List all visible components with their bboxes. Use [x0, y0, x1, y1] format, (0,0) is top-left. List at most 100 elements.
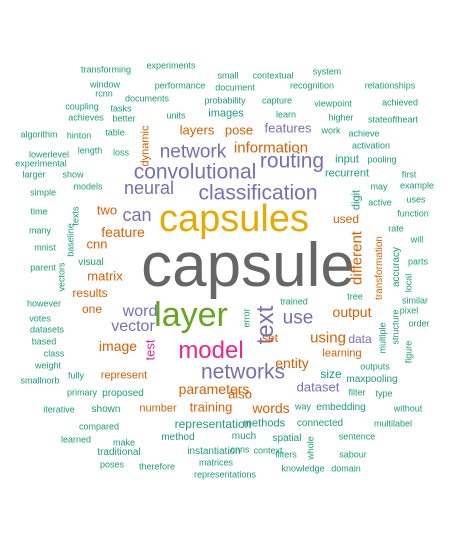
word-viewpoint: viewpoint	[314, 98, 352, 109]
word-trained: trained	[280, 296, 308, 307]
word-show: show	[62, 169, 84, 180]
word-spatial: spatial	[272, 433, 302, 444]
word-achieved: achieved	[381, 97, 419, 108]
word-simple: simple	[29, 187, 57, 198]
word-filter: filter	[348, 387, 366, 398]
word-data: data	[348, 332, 372, 346]
word-lowerlevel: lowerlevel	[28, 149, 70, 160]
word-type: type	[375, 388, 393, 399]
word-similar: similar	[402, 295, 428, 306]
word-vectors: vectors	[56, 262, 67, 292]
word-rate: rate	[388, 223, 404, 234]
word-system: system	[312, 66, 342, 77]
word-fully: fully	[67, 370, 85, 381]
word-networks: networks	[200, 360, 286, 384]
word-digit: digit	[350, 189, 363, 211]
word-words: words	[252, 400, 290, 416]
word-figure: figure	[403, 340, 414, 364]
word-recognition: recognition	[289, 80, 335, 91]
word-performance: performance	[154, 80, 206, 91]
word-size: size	[320, 367, 342, 381]
word-transforming: transforming	[80, 64, 132, 75]
word-votes: votes	[29, 313, 51, 324]
word-two: two	[96, 202, 118, 218]
word-neural: neural	[123, 178, 175, 198]
word-example: example	[399, 180, 435, 191]
word-representation: representation	[174, 417, 252, 431]
word-models: models	[73, 181, 103, 192]
word-sabour: sabour	[339, 449, 367, 460]
word-layers: layers	[179, 122, 215, 138]
word-table: table	[105, 127, 125, 138]
word-much: much	[231, 431, 257, 442]
word-function: function	[397, 208, 429, 219]
word-smallnorb: smallnorb	[20, 375, 60, 386]
word-iterative: iterative	[43, 404, 75, 415]
word-number: number	[139, 402, 177, 415]
word-tasks: tasks	[110, 103, 132, 114]
word-based: based	[31, 336, 57, 347]
word-compared: compared	[78, 421, 120, 432]
word-using: using	[310, 329, 346, 347]
word-loss: loss	[112, 147, 130, 158]
word-images: images	[208, 107, 244, 120]
word-will: will	[410, 234, 424, 245]
word-make: make	[112, 437, 136, 448]
word-class: class	[43, 348, 65, 359]
word-length: length	[77, 145, 103, 156]
word-connected: connected	[296, 418, 344, 429]
word-parameters: parameters	[178, 381, 250, 397]
word-test: test	[142, 339, 158, 361]
word-matrix: matrix	[87, 268, 123, 284]
word-accuracy: accuracy	[391, 246, 402, 288]
word-filters: filters	[275, 449, 297, 460]
word-dynamic: dynamic	[139, 125, 152, 167]
word-classification: classification	[198, 181, 318, 205]
word-convolutional: convolutional	[133, 160, 257, 184]
word-routing: routing	[259, 149, 325, 173]
word-pixel: pixel	[399, 305, 419, 316]
word-parts: parts	[407, 256, 429, 267]
word-input: input	[335, 153, 359, 166]
word-algorithm: algorithm	[20, 129, 58, 140]
word-time: time	[30, 206, 48, 217]
word-representations: representations	[193, 469, 257, 480]
word-learn: learn	[275, 109, 297, 120]
word-can: can	[122, 205, 152, 225]
word-matrices: matrices	[198, 457, 234, 468]
word-small: small	[217, 70, 239, 81]
word-capture: capture	[261, 95, 293, 106]
word-way: way	[294, 401, 312, 412]
word-hinton: hinton	[66, 130, 92, 141]
word-outputs: outputs	[360, 361, 390, 372]
word-whole: whole	[305, 436, 316, 460]
word-document: document	[215, 82, 255, 93]
word-training: training	[189, 399, 233, 415]
word-primary: primary	[66, 387, 98, 398]
word-many: many	[28, 225, 52, 236]
word-achieves: achieves	[68, 112, 104, 123]
word-entity: entity	[275, 355, 309, 371]
word-poses: poses	[99, 459, 125, 470]
word-instantiation: instantiation	[187, 446, 241, 457]
word-may: may	[370, 181, 388, 192]
word-proposed: proposed	[102, 388, 144, 399]
word-mnist: mnist	[34, 242, 56, 253]
word-weight: weight	[34, 360, 62, 371]
word-also: also	[228, 386, 252, 402]
word-transformation: transformation	[374, 236, 385, 300]
word-visual: visual	[78, 257, 104, 268]
word-higher: higher	[328, 112, 354, 123]
word-contextual: contextual	[252, 70, 294, 81]
word-vector: vector	[111, 318, 155, 335]
word-learned: learned	[60, 434, 92, 445]
word-stateoftheart: stateoftheart	[367, 114, 419, 125]
word-different: different	[348, 231, 366, 285]
word-recurrent: recurrent	[324, 167, 370, 180]
word-capsules: capsules	[159, 198, 309, 240]
word-order: order	[408, 318, 430, 329]
word-word: word	[122, 303, 158, 320]
word-features: features	[264, 120, 312, 136]
word-method: method	[161, 432, 195, 443]
word-relationships: relationships	[364, 80, 416, 91]
